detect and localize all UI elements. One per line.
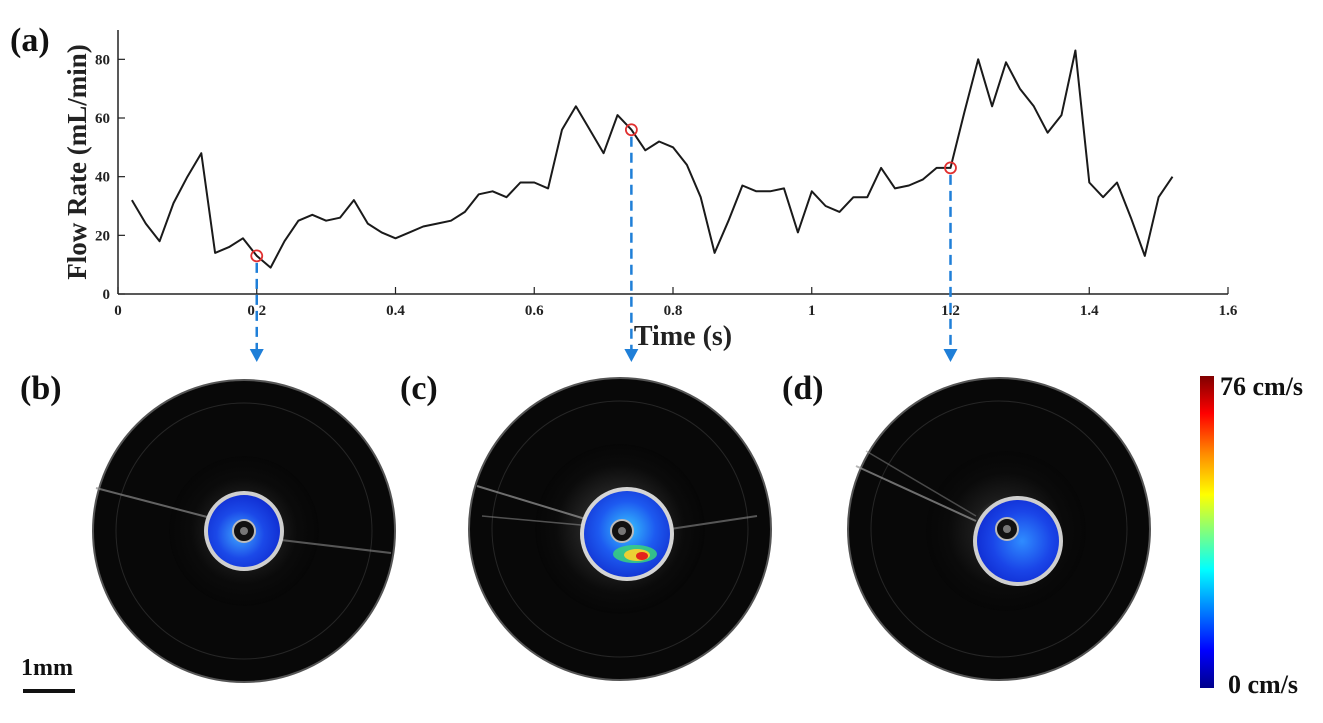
y-tick-label-2: 40 [95,170,110,186]
arrow-head-2 [943,349,958,362]
panel-label-a: (a) [10,22,50,59]
y-tick-label-1: 20 [95,228,110,244]
panel-label-b: (b) [20,370,62,407]
colorbar-min-label: 0 cm/s [1228,670,1299,699]
oct-image-b [92,379,396,683]
x-tick-label-8: 1.6 [1219,303,1238,319]
panel-label-d: (d) [782,370,824,407]
panel-label-c: (c) [400,370,438,407]
x-tick-label-3: 0.6 [525,303,544,319]
highlight-marker-1 [624,123,638,137]
arrow-head-1 [624,349,639,362]
arrow-head-0 [249,349,264,362]
x-axis-label: Time (s) [634,321,732,352]
colorbar [1200,376,1214,688]
x-tick-label-2: 0.4 [386,303,405,319]
y-tick-label-0: 0 [103,287,111,303]
y-tick-label-4: 80 [95,52,110,68]
x-tick-label-0: 0 [114,303,122,319]
y-tick-label-3: 60 [95,111,110,127]
scalebar-line [23,689,75,693]
x-tick-label-4: 0.8 [664,303,683,319]
highlight-marker-2 [944,161,957,175]
x-tick-label-7: 1.4 [1080,303,1099,319]
oct-image-d [847,377,1151,681]
colorbar-max-label: 76 cm/s [1220,372,1304,401]
scalebar-label: 1mm [21,655,73,681]
flow-rate-line [131,49,1174,269]
y-axis-label: Flow Rate (mL/min) [62,44,92,279]
highlight-marker-0 [250,249,264,263]
x-tick-label-5: 1 [808,303,816,319]
oct-image-c [468,377,772,681]
